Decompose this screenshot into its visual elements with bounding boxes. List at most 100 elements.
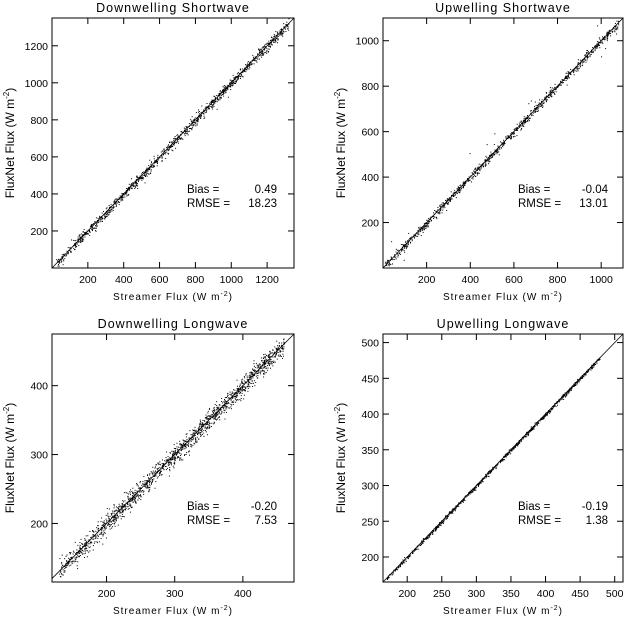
- scatter-point: [175, 458, 177, 460]
- scatter-point: [552, 88, 554, 90]
- scatter-point: [243, 386, 245, 388]
- scatter-point: [56, 259, 58, 261]
- scatter-point: [115, 518, 117, 520]
- scatter-point: [198, 114, 200, 116]
- scatter-point: [200, 435, 202, 437]
- scatter-point: [282, 350, 284, 352]
- scatter-point: [149, 172, 151, 174]
- scatter-point: [235, 400, 237, 402]
- scatter-point: [219, 419, 221, 421]
- scatter-point: [280, 29, 282, 31]
- scatter-point: [544, 415, 546, 417]
- scatter-point: [154, 475, 156, 477]
- scatter-point: [550, 94, 552, 96]
- scatter-point: [445, 203, 447, 205]
- scatter-point: [441, 212, 443, 214]
- scatter-point: [66, 254, 68, 256]
- scatter-point: [178, 446, 180, 448]
- scatter-point: [81, 543, 83, 545]
- scatter-point: [249, 64, 251, 66]
- scatter-point: [288, 18, 290, 20]
- scatter-point: [394, 570, 396, 572]
- scatter-point: [245, 64, 247, 66]
- scatter-point: [282, 355, 284, 357]
- scatter-point: [65, 566, 67, 568]
- scatter-point: [565, 78, 567, 80]
- scatter-point: [222, 89, 224, 91]
- scatter-point: [554, 86, 556, 88]
- scatter-point: [110, 521, 112, 523]
- scatter-point: [222, 407, 224, 409]
- scatter-point: [525, 121, 527, 123]
- scatter-point: [251, 373, 253, 375]
- scatter-point: [596, 43, 598, 45]
- scatter-point: [597, 44, 599, 46]
- scatter-point: [78, 556, 80, 558]
- scatter-point: [223, 90, 225, 92]
- scatter-point: [109, 210, 111, 212]
- scatter-point: [573, 74, 575, 76]
- scatter-point: [249, 372, 251, 374]
- scatter-point: [546, 415, 548, 417]
- scatter-point: [137, 179, 139, 181]
- scatter-point: [162, 467, 164, 469]
- scatter-point: [265, 367, 267, 369]
- y-tick-label: 1000: [356, 36, 380, 48]
- scatter-point: [70, 252, 72, 254]
- scatter-point: [534, 106, 536, 108]
- x-axis-label: Streamer Flux (W m-2): [113, 605, 233, 617]
- scatter-point: [611, 31, 613, 33]
- scatter-point: [432, 212, 434, 214]
- scatter-point: [560, 84, 562, 86]
- scatter-point: [248, 375, 250, 377]
- scatter-point: [191, 446, 193, 448]
- scatter-point: [234, 401, 236, 403]
- scatter-point: [198, 430, 200, 432]
- scatter-point: [565, 75, 567, 77]
- scatter-point: [154, 161, 156, 163]
- scatter-point: [114, 510, 116, 512]
- scatter-point: [597, 44, 599, 46]
- scatter-point: [409, 242, 411, 244]
- scatter-point: [197, 118, 199, 120]
- scatter-point: [423, 227, 425, 229]
- scatter-point: [206, 422, 208, 424]
- scatter-point: [501, 459, 503, 461]
- scatter-point: [95, 536, 97, 538]
- stat-value: 1.38: [586, 515, 608, 527]
- scatter-point: [450, 513, 452, 515]
- scatter-point: [247, 379, 249, 381]
- scatter-point: [407, 556, 409, 558]
- scatter-point: [67, 561, 69, 563]
- scatter-point: [443, 519, 445, 521]
- scatter-point: [579, 379, 581, 381]
- scatter-point: [110, 525, 112, 527]
- scatter-point: [486, 472, 488, 474]
- scatter-point: [536, 422, 538, 424]
- scatter-point: [96, 535, 98, 537]
- scatter-point: [126, 191, 128, 193]
- scatter-point: [572, 385, 574, 387]
- scatter-point: [408, 232, 410, 234]
- scatter-point: [213, 95, 215, 97]
- scatter-point: [274, 351, 276, 353]
- scatter-point: [169, 141, 171, 143]
- scatter-point: [104, 216, 106, 218]
- scatter-point: [153, 475, 155, 477]
- scatter-point: [77, 561, 79, 563]
- scatter-point: [427, 224, 429, 226]
- scatter-point: [262, 46, 264, 48]
- scatter-point: [132, 492, 134, 494]
- scatter-point: [138, 179, 140, 181]
- scatter-point: [100, 531, 102, 533]
- x-tick-label: 200: [418, 274, 436, 286]
- scatter-point: [198, 115, 200, 117]
- scatter-point: [126, 193, 128, 195]
- scatter-point: [458, 191, 460, 193]
- scatter-point: [88, 547, 90, 549]
- scatter-point: [195, 439, 197, 441]
- scatter-point: [118, 197, 120, 199]
- scatter-point: [85, 547, 87, 549]
- scatter-point: [387, 577, 389, 579]
- scatter-point: [83, 556, 85, 558]
